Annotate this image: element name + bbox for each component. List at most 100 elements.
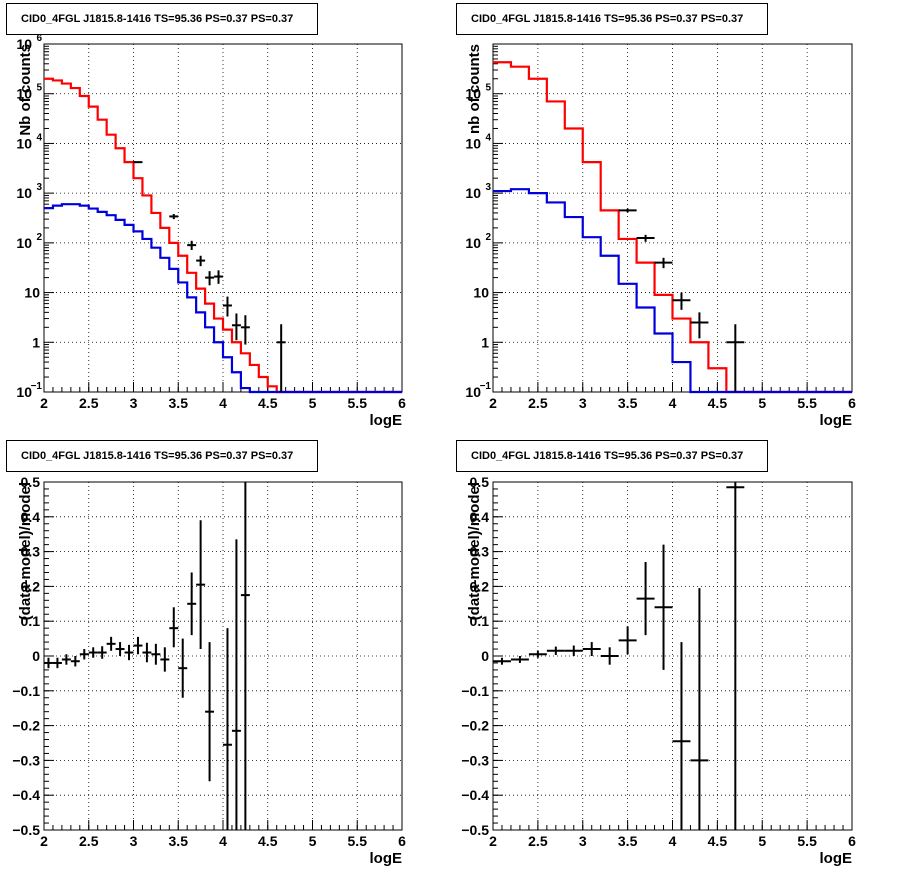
x-tick-label: 2	[40, 395, 48, 411]
y-tick-label: −0.3	[461, 752, 489, 768]
data-point	[223, 628, 232, 830]
y-tick-exponent: 5	[485, 83, 491, 94]
y-tick-label: 10	[473, 285, 489, 301]
y-tick-exponent: 5	[36, 83, 42, 94]
data-point	[493, 657, 511, 665]
y-tick-label: 0.2	[470, 578, 490, 594]
y-tick-label: 10	[465, 135, 481, 151]
data-point	[510, 656, 529, 663]
y-tick-label: −0.2	[461, 718, 489, 734]
data-point	[187, 240, 197, 250]
y-tick-label: 0.3	[470, 544, 490, 560]
x-tick-label: 5.5	[797, 833, 817, 849]
y-tick-exponent: 4	[36, 132, 42, 143]
x-axis-title: logE	[370, 850, 403, 867]
x-tick-label: 5.5	[348, 395, 368, 411]
data-point	[600, 647, 619, 665]
x-tick-label: 5	[309, 833, 317, 849]
data-point	[564, 645, 583, 656]
data-point	[115, 642, 125, 656]
y-tick-label: 0.4	[470, 509, 490, 525]
y-tick-label: 0	[32, 648, 40, 664]
source_model-histogram	[44, 203, 402, 394]
y-tick-label: 10	[16, 36, 32, 52]
data-point	[106, 636, 116, 651]
data-point	[240, 315, 250, 345]
panel-3-title: CID0_4FGL J1815.8-1416 TS=95.36 PS=0.37 …	[6, 440, 318, 472]
data-point	[231, 313, 241, 341]
data-point	[142, 642, 152, 663]
x-tick-label: 2.5	[79, 395, 99, 411]
y-tick-exponent: 6	[36, 33, 42, 44]
data-point	[214, 270, 223, 284]
data-point	[160, 647, 170, 672]
y-tick-label: 10	[16, 185, 32, 201]
data-point	[196, 520, 206, 650]
x-tick-label: 6	[848, 833, 856, 849]
y-axis-title: nb of counts	[466, 44, 483, 134]
data-point	[169, 607, 179, 648]
x-tick-label: 2	[489, 395, 497, 411]
data-point	[240, 482, 250, 830]
data-point	[205, 271, 215, 286]
data-point	[223, 296, 232, 317]
y-tick-label: 10	[465, 185, 481, 201]
y-tick-exponent: −1	[31, 381, 43, 392]
y-tick-exponent: 3	[485, 182, 491, 193]
data-point	[88, 647, 98, 658]
y-tick-label: 0.5	[21, 474, 41, 490]
x-tick-label: 3.5	[169, 395, 189, 411]
y-tick-label: 0.1	[21, 613, 41, 629]
y-tick-exponent: −1	[480, 381, 492, 392]
x-tick-label: 3	[130, 833, 138, 849]
data-point	[133, 161, 143, 164]
y-tick-label: 10	[24, 285, 40, 301]
chart-panel-3: 2 2.5 3 3.5 4 4.5 5 5.5 6 −0.5 −0.4 −0.3 −0.2 −0.1 0 0.…	[12, 474, 406, 867]
data-point	[654, 257, 673, 269]
x-tick-label: 4	[669, 833, 677, 849]
source_model-histogram	[493, 188, 852, 394]
x-tick-label: 2.5	[528, 395, 548, 411]
x-tick-label: 2.5	[79, 833, 99, 849]
y-tick-label: −0.1	[461, 683, 489, 699]
y-tick-exponent: 4	[485, 132, 491, 143]
x-axis-title: logE	[370, 412, 403, 429]
plot-frame	[43, 43, 403, 393]
x-tick-label: 3.5	[169, 833, 189, 849]
x-tick-label: 4.5	[708, 395, 728, 411]
x-tick-label: 5.5	[797, 395, 817, 411]
data-point	[61, 654, 71, 665]
x-tick-label: 5	[758, 395, 766, 411]
data-point	[618, 626, 637, 655]
y-tick-label: 10	[16, 86, 32, 102]
y-tick-exponent: 3	[36, 182, 42, 193]
y-tick-label: 10	[465, 384, 481, 400]
data-point	[97, 646, 107, 659]
data-point	[44, 657, 53, 669]
x-tick-label: 4	[219, 833, 227, 849]
y-tick-label: 0.4	[21, 509, 41, 525]
y-tick-label: 10	[16, 135, 32, 151]
x-tick-label: 6	[848, 395, 856, 411]
panel-4-title: CID0_4FGL J1815.8-1416 TS=95.36 PS=0.37 …	[456, 440, 768, 472]
x-tick-label: 4.5	[258, 833, 278, 849]
x-tick-label: 6	[398, 833, 406, 849]
x-tick-label: 2	[40, 833, 48, 849]
chart-panel-4: 2 2.5 3 3.5 4 4.5 5 5.5 6 −0.5 −0.4 −0.3 −0.2 −0.1 0 0.…	[461, 474, 856, 867]
x-tick-label: 4	[669, 395, 677, 411]
x-tick-label: 4.5	[258, 395, 278, 411]
data-point	[726, 482, 745, 830]
data-point	[178, 638, 188, 698]
data-point	[636, 234, 655, 242]
y-tick-label: 0.3	[21, 544, 41, 560]
x-tick-label: 3	[579, 833, 587, 849]
y-tick-label: −0.5	[12, 822, 40, 838]
data-point	[70, 656, 80, 667]
y-tick-label: −0.1	[12, 683, 40, 699]
y-tick-label: −0.3	[12, 752, 40, 768]
data-point	[196, 255, 206, 267]
data-point	[690, 312, 709, 339]
panel-2-title: CID0_4FGL J1815.8-1416 TS=95.36 PS=0.37 …	[456, 3, 768, 35]
y-tick-exponent: 2	[485, 232, 491, 243]
